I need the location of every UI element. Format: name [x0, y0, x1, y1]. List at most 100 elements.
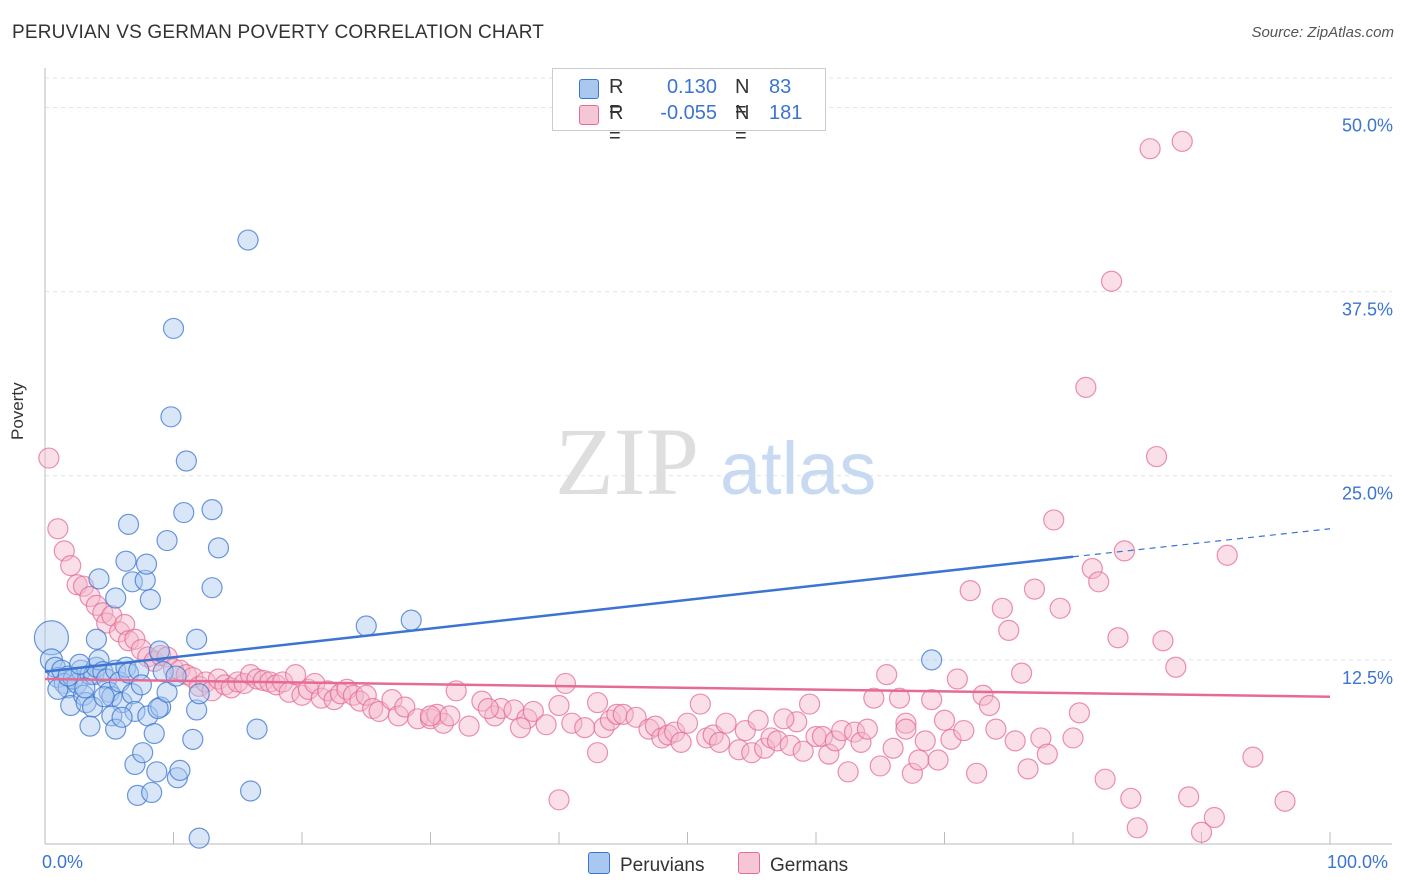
german-point	[349, 690, 371, 712]
german-point	[940, 728, 962, 751]
german-point	[284, 663, 307, 686]
german-point	[895, 718, 917, 740]
german-point	[779, 734, 801, 756]
y-tick-label: 50.0%	[1342, 115, 1393, 135]
german-point	[786, 711, 808, 733]
german-point	[1036, 743, 1058, 765]
german-point	[1068, 702, 1091, 724]
german-point	[117, 630, 140, 652]
german-point	[419, 705, 442, 727]
german-point	[876, 663, 898, 686]
peruvian-point	[79, 715, 101, 737]
peruvian-point	[246, 718, 268, 740]
german-point	[1190, 821, 1213, 843]
german-point	[850, 731, 872, 753]
german-point	[297, 678, 320, 700]
german-point	[1062, 727, 1084, 749]
peruvian-point	[162, 317, 185, 340]
german-point	[914, 730, 936, 752]
germans-legend-swatch	[738, 852, 760, 874]
german-point	[837, 761, 859, 783]
peruvian-point	[117, 513, 140, 535]
peruvian-point	[115, 550, 137, 572]
peruvian-point	[186, 699, 208, 721]
german-point	[554, 672, 577, 695]
watermark: ZIP atlas	[555, 408, 876, 515]
peruvians-trend-dashed	[1072, 528, 1331, 558]
german-point	[998, 619, 1020, 642]
legend-item-germans: Germans	[738, 852, 848, 877]
german-point	[1145, 445, 1168, 468]
peruvian-point	[135, 553, 158, 575]
german-point	[535, 714, 557, 736]
german-point	[792, 740, 814, 762]
german-point	[60, 554, 82, 577]
peruvian-point	[124, 753, 146, 776]
german-point	[869, 755, 891, 777]
german-point	[991, 597, 1013, 619]
german-point	[856, 718, 879, 740]
peruvian-point	[160, 406, 182, 428]
german-point	[342, 684, 364, 706]
peruvian-point	[132, 742, 154, 764]
german-point	[953, 719, 975, 742]
n-label: N =	[735, 76, 750, 121]
peruvian-point	[141, 781, 163, 804]
german-point	[888, 687, 911, 709]
peruvian-point	[173, 501, 195, 524]
german-point	[1165, 656, 1187, 678]
peruvian-point	[355, 615, 377, 637]
german-point	[1274, 790, 1296, 812]
german-point	[933, 709, 956, 731]
peruvian-point	[165, 665, 187, 687]
peruvian-point	[188, 683, 210, 705]
german-point	[978, 694, 1001, 717]
peruvian-point	[201, 577, 223, 599]
chart-title: PERUVIAN VS GERMAN POVERTY CORRELATION C…	[12, 22, 545, 43]
peruvian-point	[33, 620, 70, 656]
peruvian-point	[147, 697, 169, 720]
peruvian-point	[69, 653, 91, 675]
peruvian-point	[201, 499, 223, 521]
peruvians-legend-label: Peruvians	[620, 855, 705, 876]
peruvian-point	[240, 780, 262, 802]
r-value: 0.130	[666, 76, 717, 98]
german-point	[753, 737, 776, 759]
german-point	[882, 737, 904, 759]
german-point	[927, 749, 949, 771]
peruvian-point	[156, 681, 178, 703]
germans-trend	[44, 677, 1331, 698]
german-point	[824, 730, 846, 752]
peruvians-points	[33, 229, 943, 849]
peruvian-point	[124, 700, 146, 723]
german-point	[548, 789, 570, 811]
german-point	[38, 447, 60, 469]
german-point	[114, 613, 136, 636]
german-point	[1100, 270, 1123, 292]
peruvian-point	[111, 706, 133, 728]
peruvian-point	[143, 722, 165, 745]
german-point	[676, 712, 699, 734]
german-point	[124, 628, 146, 650]
german-point	[1010, 662, 1033, 684]
r-label: R =	[609, 76, 624, 121]
german-point	[664, 721, 686, 743]
german-point	[715, 712, 737, 734]
axes	[44, 68, 1392, 845]
peruvian-point	[921, 649, 943, 671]
peruvian-point	[175, 450, 197, 472]
german-point	[972, 684, 994, 706]
german-point	[747, 709, 769, 731]
german-point	[1017, 758, 1039, 780]
german-point	[1178, 786, 1200, 808]
german-point	[670, 731, 692, 753]
peruvians-legend-swatch	[588, 852, 610, 874]
peruvian-point	[207, 537, 230, 559]
peruvian-point	[400, 609, 422, 631]
peruvian-point	[88, 568, 110, 590]
german-point	[355, 684, 377, 706]
germans-swatch	[579, 105, 599, 125]
watermark-zip: ZIP	[555, 408, 699, 515]
germans-legend-label: Germans	[770, 855, 849, 876]
